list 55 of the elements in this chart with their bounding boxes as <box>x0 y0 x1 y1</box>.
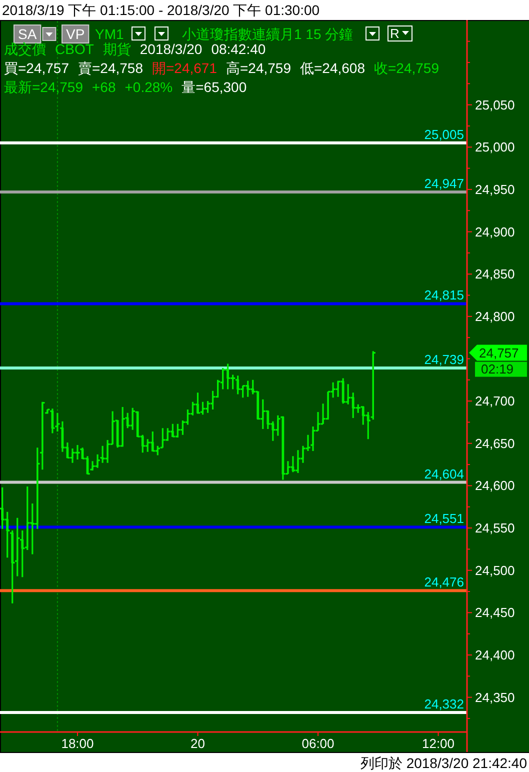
annotation: 量=65,300 <box>182 79 247 95</box>
annotation: 開=24,671 <box>152 60 218 76</box>
annotation: SA <box>18 26 38 42</box>
y-tick-label: 24,400 <box>475 648 515 663</box>
annotation: 2018/3/20 <box>140 41 202 57</box>
chart-subtitle: YM1 <box>95 26 124 42</box>
button: SA <box>14 24 42 44</box>
annotation: +68 <box>92 79 116 95</box>
text: 24,757 <box>479 345 519 360</box>
annotation: 低=24,608 <box>300 60 366 76</box>
text: 列印於 2018/3/20 21:42:40 <box>360 755 528 771</box>
y-tick-label: 24,800 <box>475 308 515 324</box>
button: VP <box>62 24 90 44</box>
y-tick-label: 24,350 <box>475 690 515 705</box>
x-tick-label: 06:00 <box>302 736 334 751</box>
y-tick-label: 24,600 <box>475 478 515 494</box>
ref-line-label: 25,005 <box>424 126 464 142</box>
chart-title: 2018/3/19 下午 01:15:00 - 2018/3/20 下午 01:30:00 <box>2 2 320 18</box>
x-tick-label: 20 <box>190 736 205 751</box>
ref-line-label: 24,476 <box>424 574 464 590</box>
x-tick-label: 12:00 <box>422 736 455 751</box>
text: 02:19 <box>481 361 514 376</box>
y-tick-label: 24,900 <box>475 224 515 240</box>
annotation: 賣=24,758 <box>78 60 144 76</box>
candlestick <box>136 410 139 438</box>
y-tick-label: 25,000 <box>475 140 515 155</box>
annotation: 收=24,759 <box>374 60 440 76</box>
x-tick-label: 18:00 <box>61 736 94 751</box>
candlestick <box>256 390 260 420</box>
annotation: R <box>390 26 400 41</box>
annotation: 高=24,759 <box>226 60 292 76</box>
annotation: 小道瓊指數連續月1 15 分鐘 <box>182 26 354 42</box>
annotation: +0.28% <box>124 79 173 95</box>
annotation: CBOT <box>55 41 94 57</box>
ref-line-label: 24,551 <box>424 511 464 526</box>
ref-line-label: 24,332 <box>424 696 464 712</box>
y-tick-label: 24,650 <box>475 436 515 451</box>
y-tick-label: 24,700 <box>475 394 515 409</box>
ref-line-label: 24,947 <box>424 176 464 191</box>
button: R <box>388 26 412 42</box>
annotation: 08:42:40 <box>211 41 266 57</box>
y-tick-label: 24,500 <box>475 562 515 578</box>
annotation: 期貨 <box>102 41 131 57</box>
y-tick-label: 24,850 <box>475 266 515 282</box>
y-tick-label: 25,050 <box>475 97 515 112</box>
annotation: 最新=24,759 <box>4 79 84 95</box>
annotation: 成交價 <box>4 41 46 57</box>
y-tick-label: 24,950 <box>475 182 515 197</box>
annotation: 買=24,757 <box>4 60 70 76</box>
ref-line-label: 24,739 <box>424 352 464 368</box>
ref-line-label: 24,604 <box>424 466 464 482</box>
ref-line-label: 24,815 <box>424 288 464 303</box>
y-tick-label: 24,450 <box>475 605 515 620</box>
annotation: VP <box>66 26 85 42</box>
y-tick-label: 24,550 <box>475 520 515 536</box>
